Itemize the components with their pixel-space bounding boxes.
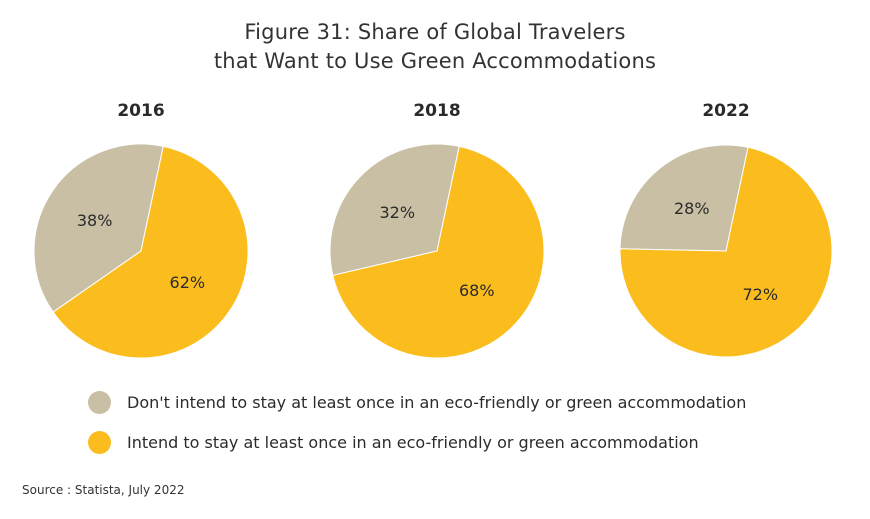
legend-label-intend: Intend to stay at least once in an eco-f… xyxy=(127,432,699,452)
pie-slice-2022-intend xyxy=(619,146,833,358)
pie-title-2016: 2016 xyxy=(117,101,164,121)
pie-chart-2022: 2022 28% 72% xyxy=(619,101,833,358)
pie-label-2016-intend: 62% xyxy=(170,273,206,292)
pie-title-2022: 2022 xyxy=(702,101,749,121)
source-note: Source : Statista, July 2022 xyxy=(22,483,185,497)
legend-swatch-not-intend xyxy=(88,390,111,414)
pie-label-2018-not-intend: 32% xyxy=(379,203,415,222)
pie-slice-2022-not-intend xyxy=(619,144,749,252)
pie-chart-2016: 2016 38% 62% xyxy=(33,101,249,359)
legend-label-not-intend: Don't intend to stay at least once in an… xyxy=(127,392,747,412)
legend-swatch-intend xyxy=(88,430,111,454)
pie-label-2022-intend: 72% xyxy=(742,285,778,304)
pie-label-2016-not-intend: 38% xyxy=(77,211,113,230)
pie-label-2018-intend: 68% xyxy=(459,281,495,300)
legend: Don't intend to stay at least once in an… xyxy=(88,382,746,462)
pie-slice-2016-intend xyxy=(52,145,249,359)
pie-label-2022-not-intend: 28% xyxy=(674,199,710,218)
legend-item-intend: Intend to stay at least once in an eco-f… xyxy=(88,422,746,462)
pie-slice-2018-not-intend xyxy=(329,143,460,277)
pie-chart-2018: 2018 32% 68% xyxy=(329,101,545,359)
pie-slice-2016-not-intend xyxy=(33,143,164,313)
chart-title-line-1: Figure 31: Share of Global Travelers xyxy=(244,20,626,44)
chart-title: Figure 31: Share of Global Travelers tha… xyxy=(0,18,870,76)
pie-title-2018: 2018 xyxy=(413,101,460,121)
legend-item-not-intend: Don't intend to stay at least once in an… xyxy=(88,382,746,422)
chart-title-line-2: that Want to Use Green Accommodations xyxy=(213,49,657,73)
pie-slice-2018-intend xyxy=(332,145,545,359)
